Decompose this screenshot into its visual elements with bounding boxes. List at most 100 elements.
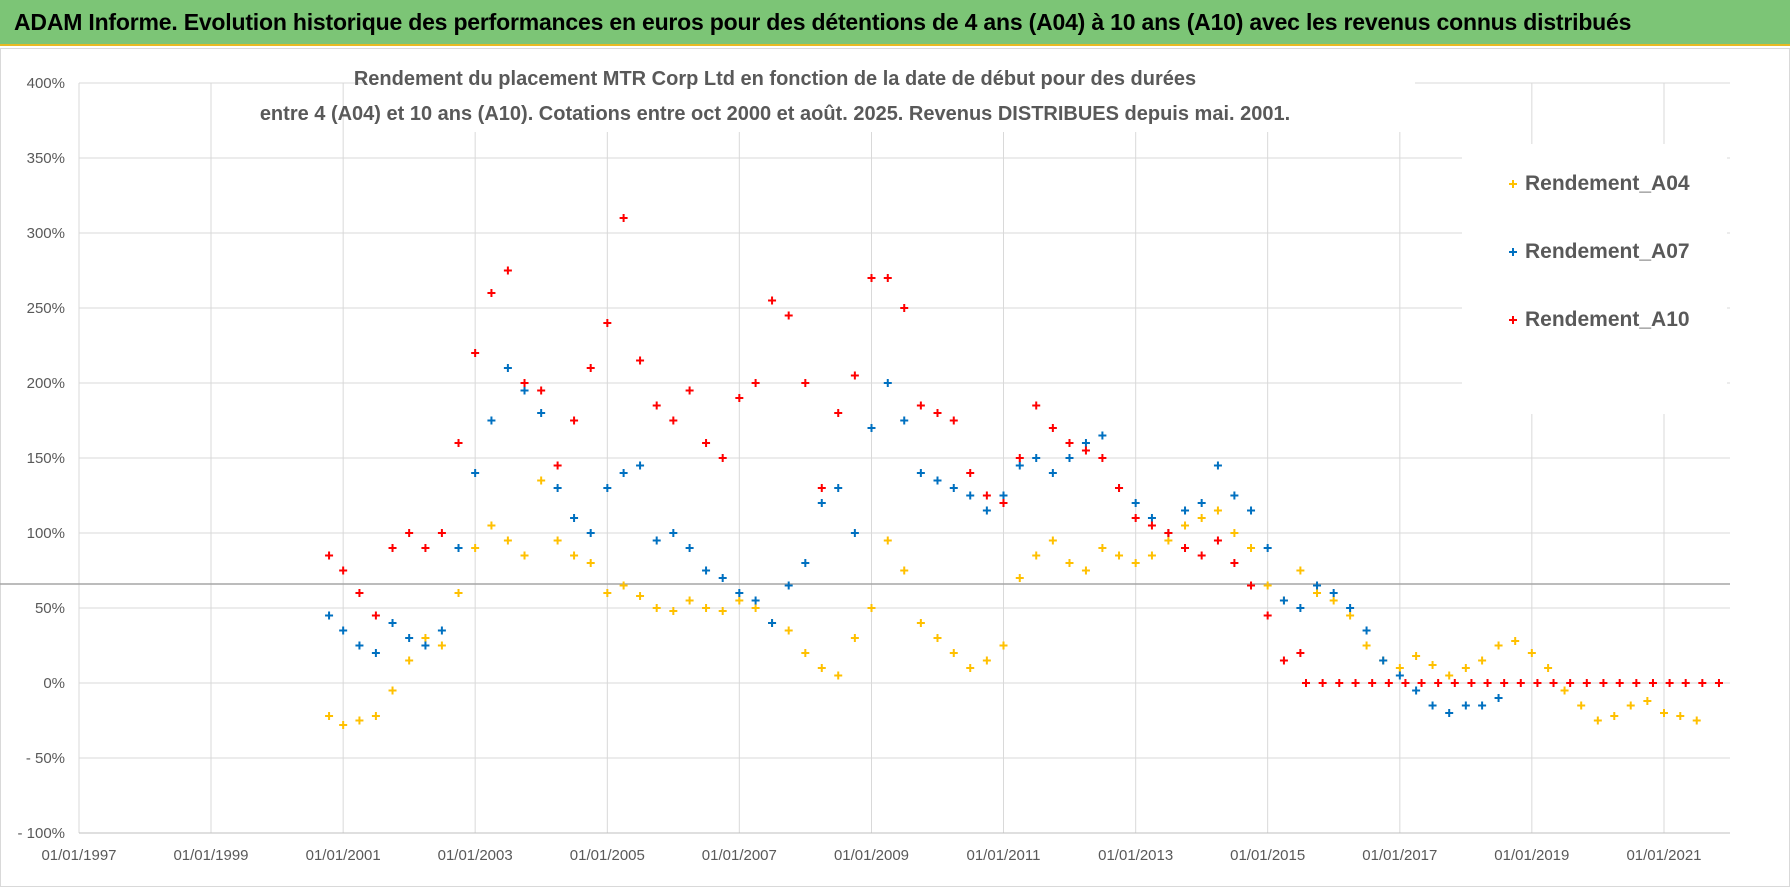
data-point — [1081, 566, 1090, 575]
chart-banner: ADAM Informe. Evolution historique des p… — [0, 0, 1790, 46]
x-tick-label: 01/01/2013 — [1098, 847, 1173, 864]
data-point — [1434, 679, 1443, 687]
data-point — [718, 607, 727, 615]
data-point — [999, 641, 1008, 650]
data-point — [1692, 716, 1701, 725]
data-point — [1428, 661, 1437, 669]
data-point — [1098, 454, 1107, 462]
data-point — [1164, 536, 1173, 545]
data-point — [1351, 679, 1360, 687]
data-point — [1516, 679, 1525, 687]
x-tick-label: 01/01/2021 — [1626, 847, 1701, 864]
data-point — [1626, 701, 1635, 710]
data-point — [586, 364, 595, 372]
data-point — [1131, 559, 1140, 567]
data-point — [1065, 454, 1074, 462]
x-tick-label: 01/01/2011 — [967, 847, 1041, 864]
data-point — [570, 514, 579, 522]
data-point — [1181, 521, 1190, 530]
data-point — [586, 529, 595, 537]
data-point — [1544, 664, 1553, 672]
data-point — [1368, 679, 1377, 687]
data-point — [916, 401, 925, 410]
data-point — [1615, 679, 1624, 687]
data-point — [619, 581, 628, 590]
data-point — [487, 416, 496, 425]
data-point — [1527, 649, 1536, 657]
data-point — [982, 506, 991, 515]
data-point — [1395, 664, 1404, 672]
data-point — [1098, 431, 1107, 440]
data-point — [520, 379, 529, 387]
data-point — [537, 386, 546, 395]
data-point — [586, 559, 595, 567]
series-continuation — [1301, 679, 1723, 687]
data-point — [768, 619, 777, 627]
x-tick-label: 01/01/2019 — [1494, 847, 1569, 864]
data-point — [371, 712, 380, 720]
data-point — [1660, 709, 1668, 717]
data-point — [1329, 589, 1338, 597]
data-point — [1362, 641, 1371, 650]
data-point — [520, 551, 529, 560]
data-point — [817, 664, 826, 672]
data-point — [1230, 559, 1239, 567]
data-point — [570, 551, 579, 560]
data-point — [735, 589, 744, 597]
data-point — [1566, 679, 1575, 687]
data-point — [1098, 544, 1107, 552]
data-point — [437, 641, 446, 650]
x-tick-label: 01/01/1999 — [173, 847, 248, 864]
data-point — [949, 649, 958, 657]
data-point — [1032, 454, 1041, 462]
chart-title: Rendement du placement MTR Corp Ltd en f… — [260, 60, 1415, 132]
title-line-2: entre 4 (A04) et 10 ans (A10). Cotations… — [260, 103, 1290, 125]
data-point — [1494, 694, 1503, 702]
data-point — [1313, 581, 1322, 590]
data-point — [437, 529, 446, 537]
data-point — [1181, 544, 1190, 552]
data-point — [421, 634, 430, 642]
data-point — [388, 686, 397, 695]
data-point — [537, 476, 546, 485]
data-point — [1610, 712, 1619, 720]
data-point — [503, 266, 512, 275]
data-point — [1247, 544, 1256, 552]
data-point — [1511, 637, 1520, 645]
data-point — [1593, 716, 1602, 725]
data-point — [1263, 544, 1272, 552]
data-point — [355, 641, 364, 650]
scatter-chart: - 100% - 50% 0% 50% 100% 150% 200% 250% 300% 350%… — [0, 48, 1790, 887]
data-point — [405, 529, 414, 537]
data-point — [371, 649, 380, 657]
data-point — [702, 439, 711, 447]
data-point — [553, 484, 562, 492]
data-point — [652, 536, 661, 545]
data-point — [1632, 679, 1641, 687]
data-point — [421, 544, 430, 552]
data-point — [949, 484, 958, 492]
data-point — [685, 596, 694, 605]
data-point — [1428, 701, 1437, 710]
data-point — [751, 604, 760, 612]
data-point — [405, 656, 414, 665]
data-point — [718, 574, 727, 582]
data-point — [1131, 499, 1140, 507]
data-point — [1346, 611, 1355, 620]
data-point — [966, 469, 975, 477]
data-point — [867, 274, 876, 282]
data-point — [1081, 439, 1090, 447]
data-point — [1483, 679, 1492, 687]
data-point — [1032, 551, 1041, 560]
data-point — [1279, 656, 1288, 665]
y-tick-label: - 50% — [26, 750, 65, 767]
data-point — [454, 439, 463, 447]
legend-background — [1462, 144, 1727, 414]
data-point — [1197, 551, 1206, 560]
data-point — [1346, 604, 1355, 612]
data-point — [1412, 652, 1421, 660]
data-point — [1048, 469, 1057, 477]
data-point — [735, 596, 744, 605]
series-rendement-a10 — [325, 214, 1305, 665]
y-tick-label: 100% — [27, 525, 65, 542]
